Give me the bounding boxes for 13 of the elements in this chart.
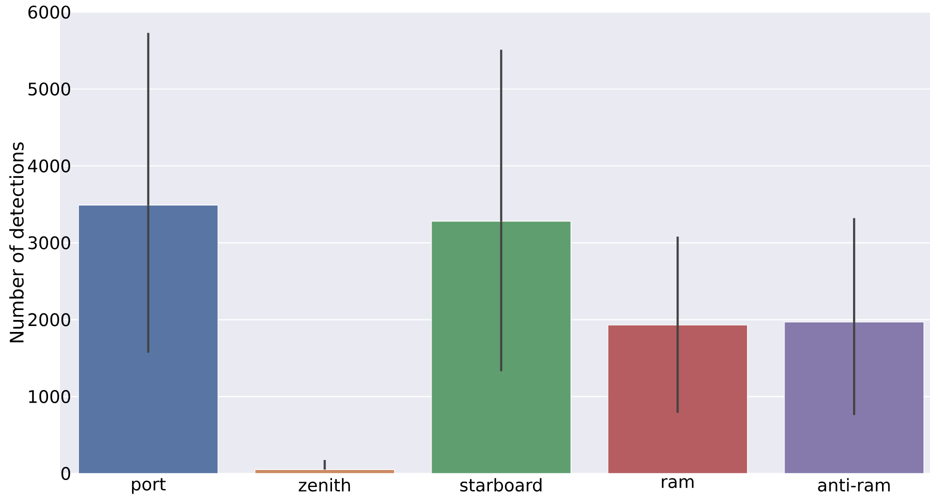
y-tick-label: 6000 xyxy=(28,6,70,19)
y-tick-label: 5000 xyxy=(28,82,70,96)
y-tick-label: 2000 xyxy=(28,313,70,326)
x-tick-label: starboard xyxy=(460,478,542,492)
y-axis-title: Number of detections xyxy=(9,142,24,342)
y-tick-label: 4000 xyxy=(28,159,70,172)
y-tick-label: 1000 xyxy=(29,390,70,404)
y-tick-label: 3000 xyxy=(28,236,70,250)
y-tick-label: 0 xyxy=(61,466,70,480)
x-tick-label: anti-ram xyxy=(818,478,890,492)
x-tick-label: zenith xyxy=(298,478,350,492)
x-tick-label: port xyxy=(132,478,166,494)
x-tick-label: ram xyxy=(662,478,694,488)
